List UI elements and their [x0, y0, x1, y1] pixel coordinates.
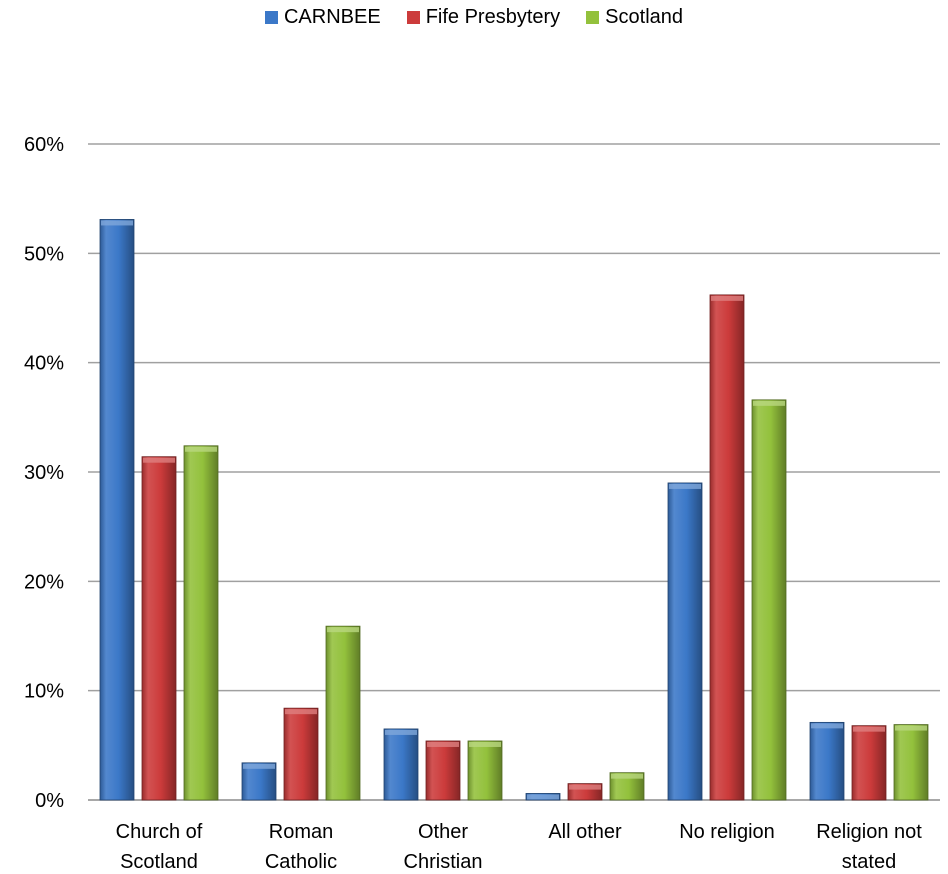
bar-top-bevel	[811, 723, 843, 729]
bar-top-bevel	[327, 627, 359, 633]
bar-top-bevel	[243, 763, 275, 769]
bar-carnbee	[99, 219, 135, 801]
y-tick-label: 60%	[24, 134, 64, 156]
bar-carnbee	[667, 482, 703, 801]
legend-swatch-fife-presbytery	[406, 11, 420, 24]
bar-carnbee	[383, 728, 419, 801]
legend-label-fife-presbytery: Fife Presbytery	[425, 6, 561, 28]
x-tick-label: No religion	[679, 821, 775, 843]
bar-top-bevel	[895, 725, 927, 731]
x-tick-label: Roman	[269, 821, 333, 843]
bar-top-bevel	[143, 457, 175, 463]
legend-label-scotland: Scotland	[605, 6, 684, 28]
bar-top-bevel	[669, 483, 701, 489]
bar-scotland	[751, 399, 787, 801]
legend-swatch-carnbee	[264, 11, 278, 24]
y-tick-label: 50%	[24, 243, 64, 265]
bar-top-bevel	[101, 220, 133, 226]
x-tick-label: stated	[842, 851, 896, 873]
bar-fife-presbytery	[283, 707, 319, 801]
bar-top-bevel	[427, 741, 459, 747]
bar-fife-presbytery	[141, 456, 177, 801]
x-tick-label: Religion not	[816, 821, 922, 843]
bar-fife-presbytery	[425, 740, 461, 801]
x-tick-label: Christian	[404, 851, 483, 873]
bar-top-bevel	[853, 726, 885, 732]
bar-top-bevel	[569, 784, 601, 790]
bar-scotland	[325, 625, 361, 801]
bar-carnbee	[241, 762, 277, 801]
legend-item-fife-presbytery: Fife Presbytery	[406, 6, 561, 29]
bar-top-bevel	[753, 400, 785, 406]
y-tick-label: 20%	[24, 571, 64, 593]
bar-top-bevel	[711, 295, 743, 301]
x-tick-label: Catholic	[265, 851, 337, 873]
y-tick-label: 40%	[24, 353, 64, 375]
legend-item-carnbee: CARNBEE	[264, 6, 381, 29]
bar-scotland	[183, 445, 219, 801]
legend-label-carnbee: CARNBEE	[283, 6, 381, 28]
bar-scotland	[893, 724, 929, 801]
legend: CARNBEE Fife Presbytery Scotland	[0, 6, 948, 29]
x-tick-label: Church of	[116, 821, 203, 843]
y-tick-label: 0%	[35, 790, 64, 812]
y-tick-label: 10%	[24, 681, 64, 703]
bar-top-bevel	[527, 794, 559, 800]
x-tick-label: Scotland	[120, 851, 198, 873]
legend-swatch-scotland	[586, 11, 600, 24]
bar-top-bevel	[611, 773, 643, 779]
bar-top-bevel	[469, 741, 501, 747]
bar-fife-presbytery	[851, 725, 887, 801]
bar-top-bevel	[385, 729, 417, 735]
bar-carnbee	[809, 721, 845, 801]
bar-scotland	[467, 740, 503, 801]
legend-item-scotland: Scotland	[586, 6, 683, 29]
x-tick-label: All other	[548, 821, 622, 843]
bar-fife-presbytery	[709, 294, 745, 801]
bar-top-bevel	[185, 446, 217, 452]
bar-top-bevel	[285, 709, 317, 715]
x-tick-label: Other	[418, 821, 468, 843]
y-tick-label: 30%	[24, 462, 64, 484]
